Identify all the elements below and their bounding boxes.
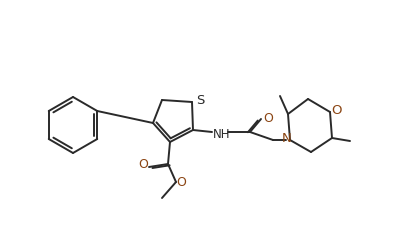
Text: O: O bbox=[138, 159, 148, 172]
Text: NH: NH bbox=[213, 128, 231, 141]
Text: O: O bbox=[176, 176, 186, 190]
Text: O: O bbox=[263, 111, 273, 124]
Text: S: S bbox=[196, 94, 204, 108]
Text: N: N bbox=[282, 133, 292, 145]
Text: O: O bbox=[332, 104, 342, 116]
